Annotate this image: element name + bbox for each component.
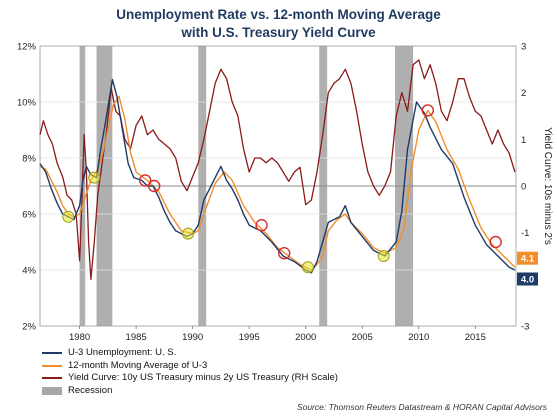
yellow-circle-marker: [88, 171, 101, 184]
y-right-axis-label: Yield Curve: 10s minus 2's: [542, 127, 553, 245]
y-left-tick-label: 10%: [17, 98, 37, 109]
y-left-tick-label: 12%: [17, 42, 37, 53]
red-circle-marker: [255, 218, 268, 232]
y-left-tick-label: 8%: [22, 154, 36, 165]
end-label-0: 4.1: [521, 254, 535, 265]
y-right-tick-label: -3: [521, 322, 529, 333]
x-tick-label: 2005: [352, 332, 373, 343]
x-tick-label: 1980: [69, 332, 90, 343]
legend-swatch-recession: [42, 387, 62, 396]
y-left-tick-label: 4%: [22, 266, 36, 277]
x-tick-label: 1985: [126, 332, 147, 343]
y-left-tick-label: 2%: [22, 322, 36, 333]
x-tick-label: 2010: [408, 332, 429, 343]
yellow-circle-marker: [301, 261, 314, 274]
red-circle-marker: [138, 174, 152, 187]
y-right-tick-label: 1: [521, 135, 526, 146]
yellow-circle-marker: [62, 210, 75, 223]
legend-label-yield-curve: Yield Curve: 10y US Treasury minus 2y US…: [68, 372, 338, 384]
legend-swatch-unemployment: [42, 352, 62, 355]
y-left-tick-label: 6%: [22, 210, 36, 221]
yellow-circle-marker: [377, 250, 390, 262]
legend-item-yield-curve: Yield Curve: 10y US Treasury minus 2y US…: [42, 372, 338, 385]
end-label-box-1: [517, 272, 538, 286]
y-right-tick-label: 0: [521, 182, 526, 193]
yellow-circle-marker: [182, 227, 195, 240]
end-label-box-0: [517, 251, 538, 265]
legend-item-recession: Recession: [42, 385, 338, 398]
plot-border: [39, 45, 517, 327]
legend-swatch-yield-curve: [42, 377, 62, 380]
legend-item-moving-average: 12-month Moving Average of U-3: [42, 360, 338, 373]
chart-title-line2: with U.S. Treasury Yield Curve: [181, 25, 376, 40]
legend-label-recession: Recession: [68, 384, 113, 396]
y-right-tick-label: -1: [521, 228, 529, 239]
end-label-1: 4.0: [521, 275, 534, 286]
x-tick-label: 2000: [295, 332, 316, 343]
y-right-tick-label: 3: [521, 42, 526, 53]
x-tick-label: 1995: [239, 332, 260, 343]
chart-title: Unemployment Rate vs. 12-month Moving Av…: [0, 6, 557, 42]
red-circle-marker: [147, 179, 161, 193]
legend-item-unemployment: U-3 Unemployment: U. S.: [42, 347, 338, 360]
y-right-tick-label: 2: [521, 88, 526, 99]
chart-legend: U-3 Unemployment: U. S. 12-month Moving …: [42, 347, 338, 397]
chart-title-line1: Unemployment Rate vs. 12-month Moving Av…: [116, 7, 441, 22]
series-line-unemployment: [39, 78, 516, 274]
x-tick-label: 2015: [465, 332, 486, 343]
red-circle-marker: [278, 246, 291, 260]
source-note: Source: Thomson Reuters Datastream & HOR…: [296, 402, 547, 412]
legend-swatch-moving-average: [42, 364, 62, 367]
legend-label-unemployment: U-3 Unemployment: U. S.: [68, 347, 177, 358]
red-circle-marker: [421, 104, 435, 117]
legend-label-moving-average: 12-month Moving Average of U-3: [68, 359, 208, 371]
series-line-yield-curve: [39, 59, 516, 280]
x-tick-label: 1990: [182, 332, 203, 343]
red-circle-marker: [489, 235, 502, 249]
